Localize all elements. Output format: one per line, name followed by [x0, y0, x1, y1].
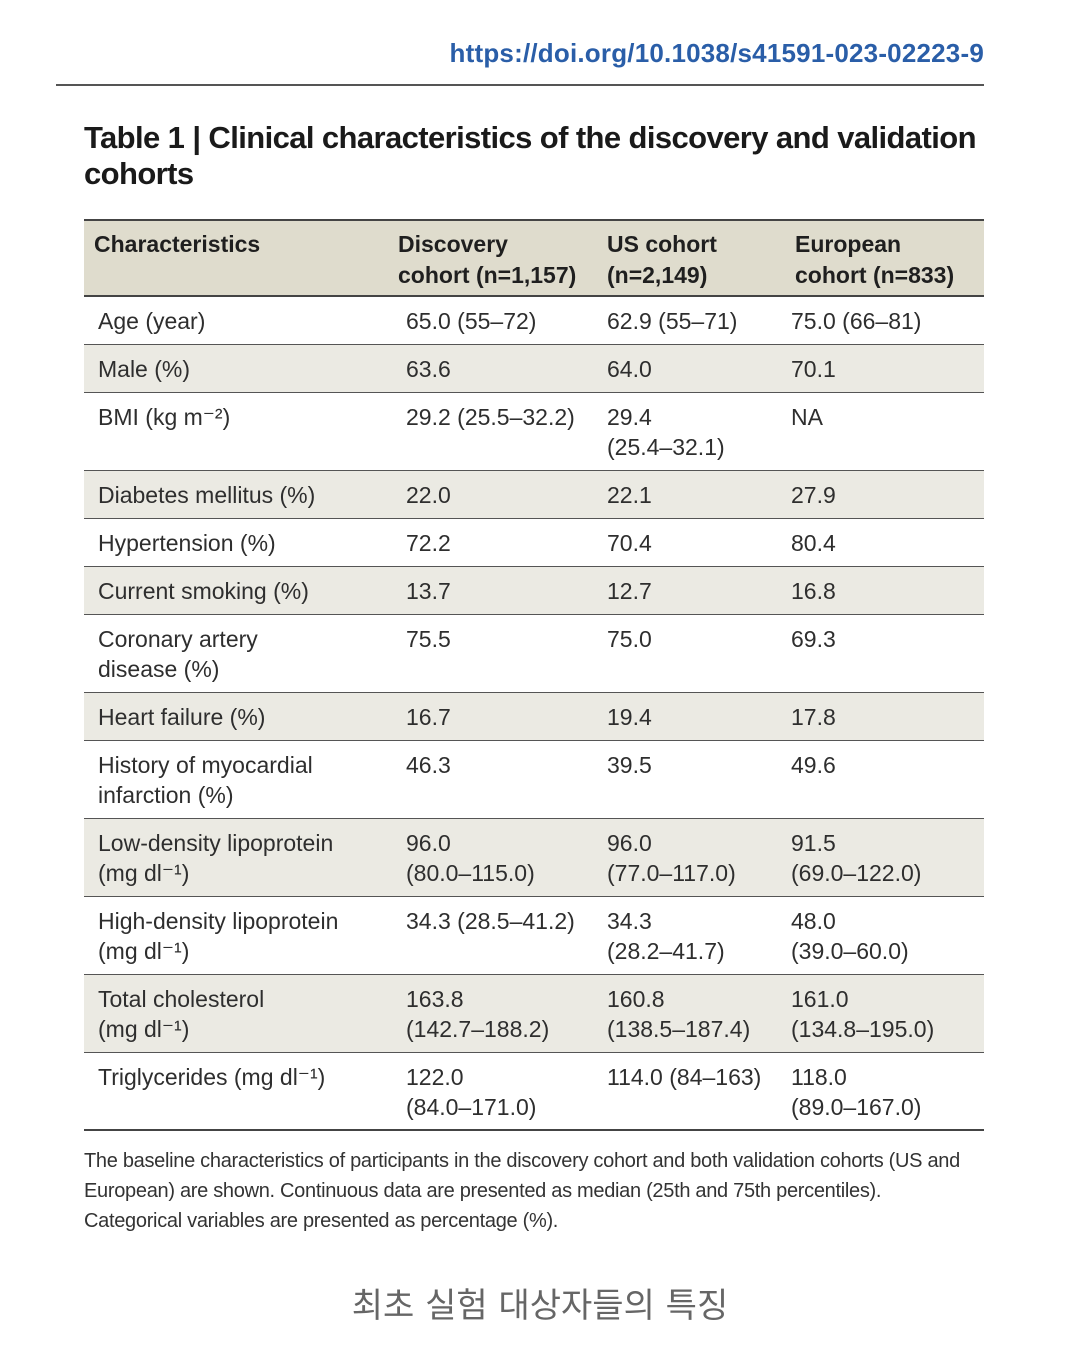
- table-row: Triglycerides (mg dl⁻¹) 122.0 (84.0–171.0…: [84, 1053, 984, 1131]
- row-label: History of myocardial infarction (%): [98, 752, 313, 808]
- row-label: Age (year): [98, 308, 206, 334]
- table-header-row: Characteristics Discovery cohort (n=1,15…: [84, 219, 984, 297]
- table-row: Diabetes mellitus (%) 22.0 22.1 27.9: [84, 471, 984, 519]
- table-cell: 163.8 (142.7–188.2): [406, 986, 550, 1042]
- table-cell: 75.5: [406, 626, 451, 652]
- table-cell: 16.8: [791, 578, 836, 604]
- table-cell: 75.0 (66–81): [791, 308, 922, 334]
- row-label: Current smoking (%): [98, 578, 309, 604]
- row-label: Diabetes mellitus (%): [98, 482, 316, 508]
- table-cell: 12.7: [607, 578, 652, 604]
- header-discovery-cohort: Discovery cohort (n=1,157): [398, 231, 577, 288]
- table-footnote: The baseline characteristics of particip…: [84, 1150, 960, 1232]
- top-divider: [56, 84, 984, 86]
- characteristics-table: Characteristics Discovery cohort (n=1,15…: [84, 219, 984, 1131]
- doi-link[interactable]: https://doi.org/10.1038/s41591-023-02223…: [449, 38, 984, 68]
- table-row: History of myocardial infarction (%) 46.3…: [84, 741, 984, 819]
- table-cell: 70.4: [607, 530, 652, 556]
- table-row: Male (%) 63.6 64.0 70.1: [84, 345, 984, 393]
- header-european-cohort: European cohort (n=833): [795, 231, 955, 288]
- table-cell: 46.3: [406, 752, 451, 778]
- row-label: Low-density lipoprotein (mg dl⁻¹): [98, 830, 334, 886]
- table-cell: 22.1: [607, 482, 652, 508]
- table-cell: 48.0 (39.0–60.0): [791, 908, 909, 964]
- table-row: Low-density lipoprotein (mg dl⁻¹) 96.0 (8…: [84, 819, 984, 897]
- header-us-cohort: US cohort (n=2,149): [607, 231, 717, 288]
- table-cell: 13.7: [406, 578, 451, 604]
- row-label: Male (%): [98, 356, 191, 382]
- table-cell: 161.0 (134.8–195.0): [791, 986, 935, 1042]
- table-cell: 29.4 (25.4–32.1): [607, 404, 725, 460]
- table-cell: 69.3: [791, 626, 836, 652]
- table-cell: 34.3 (28.2–41.7): [607, 908, 725, 964]
- header-characteristics: Characteristics: [94, 231, 261, 257]
- table-title: Table 1 | Clinical characteristics of th…: [84, 120, 977, 191]
- table-row: Hypertension (%) 72.2 70.4 80.4: [84, 519, 984, 567]
- table-cell: 75.0: [607, 626, 652, 652]
- row-label: Hypertension (%): [98, 530, 276, 556]
- table-cell: 70.1: [791, 356, 836, 382]
- row-label: BMI (kg m⁻²): [98, 404, 231, 430]
- table-cell: NA: [791, 404, 823, 430]
- table-row: High-density lipoprotein (mg dl⁻¹) 34.3 (…: [84, 897, 984, 975]
- table-cell: 118.0 (89.0–167.0): [791, 1064, 922, 1120]
- table-cell: 17.8: [791, 704, 836, 730]
- table-cell: 29.2 (25.5–32.2): [406, 404, 575, 430]
- table-cell: 22.0: [406, 482, 451, 508]
- table-cell: 62.9 (55–71): [607, 308, 738, 334]
- image-caption: 최초 실험 대상자들의 특징: [351, 1286, 729, 1326]
- table-row: Total cholesterol (mg dl⁻¹) 163.8 (142.7–…: [84, 975, 984, 1053]
- table-row: BMI (kg m⁻²) 29.2 (25.5–32.2) 29.4 (25.4–3…: [84, 393, 984, 471]
- table-cell: 63.6: [406, 356, 451, 382]
- table-cell: 160.8 (138.5–187.4): [607, 986, 751, 1042]
- table-cell: 49.6: [791, 752, 836, 778]
- table-cell: 19.4: [607, 704, 652, 730]
- table-row: Age (year) 65.0 (55–72) 62.9 (55–71) 75.0 (…: [84, 297, 984, 345]
- table-cell: 91.5 (69.0–122.0): [791, 830, 922, 886]
- table-cell: 114.0 (84–163): [607, 1064, 762, 1090]
- table-cell: 27.9: [791, 482, 836, 508]
- table-row: Heart failure (%) 16.7 19.4 17.8: [84, 693, 984, 741]
- row-label: Coronary artery disease (%): [98, 626, 258, 682]
- table-body: Age (year) 65.0 (55–72) 62.9 (55–71) 75.0 (…: [84, 297, 984, 1131]
- row-label: Triglycerides (mg dl⁻¹): [98, 1064, 326, 1090]
- table-cell: 80.4: [791, 530, 836, 556]
- table-cell: 65.0 (55–72): [406, 308, 537, 334]
- row-label: High-density lipoprotein (mg dl⁻¹): [98, 908, 339, 964]
- table-cell: 64.0: [607, 356, 652, 382]
- table-cell: 122.0 (84.0–171.0): [406, 1064, 537, 1120]
- table-cell: 72.2: [406, 530, 451, 556]
- table-row: Coronary artery disease (%) 75.5 75.0 69.3: [84, 615, 984, 693]
- row-label: Total cholesterol (mg dl⁻¹): [98, 986, 265, 1042]
- table-cell: 96.0 (80.0–115.0): [406, 830, 535, 886]
- table-row: Current smoking (%) 13.7 12.7 16.8: [84, 567, 984, 615]
- row-label: Heart failure (%): [98, 704, 266, 730]
- table-cell: 34.3 (28.5–41.2): [406, 908, 575, 934]
- table-cell: 96.0 (77.0–117.0): [607, 830, 736, 886]
- table-cell: 16.7: [406, 704, 451, 730]
- table-cell: 39.5: [607, 752, 652, 778]
